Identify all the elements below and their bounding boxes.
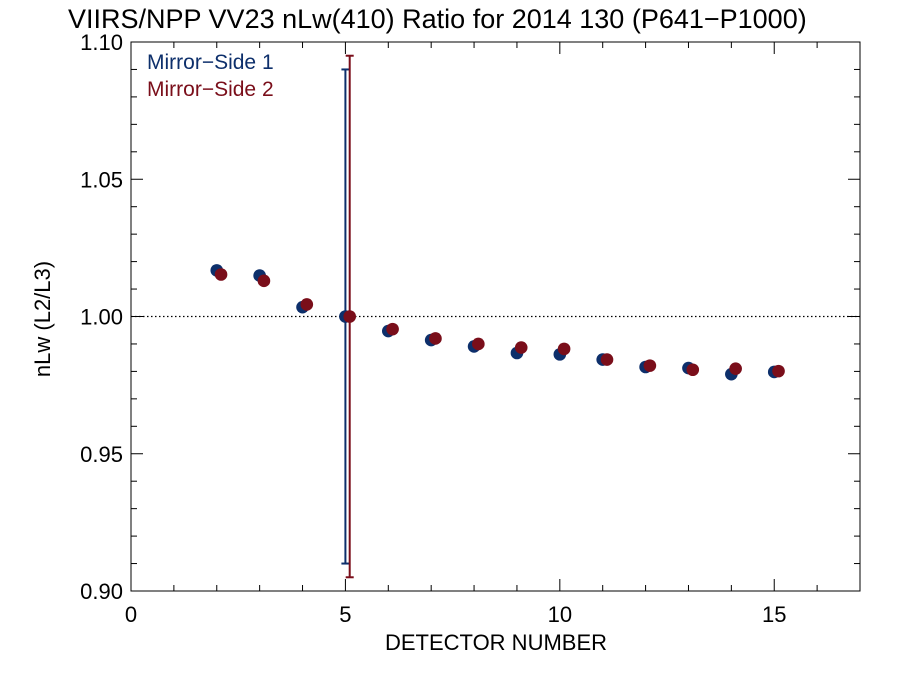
- y-tick-label: 0.95: [80, 442, 123, 467]
- data-point-series-2: [600, 353, 614, 366]
- x-tick-label: 5: [339, 602, 351, 627]
- data-point-series-2: [343, 310, 357, 323]
- data-point-series-2: [643, 359, 657, 372]
- y-tick-label: 1.05: [80, 167, 123, 192]
- data-point-series-2: [772, 364, 785, 378]
- y-tick-label: 1.10: [80, 30, 123, 55]
- plot-area: 0 5 10 15 0.90 0.95 1.00 1.05 1.10: [80, 30, 861, 627]
- x-tick-label: 10: [548, 602, 572, 627]
- y-tick-label: 0.90: [80, 579, 123, 604]
- data-point-series-2: [300, 298, 314, 311]
- legend-entry-mirror-side-1: Mirror−Side 1: [147, 51, 274, 74]
- chart-title: VIIRS/NPP VV23 nLw(410) Ratio for 2014 1…: [68, 4, 807, 34]
- data-point-series-2: [729, 362, 742, 375]
- data-point-series-2: [429, 332, 442, 345]
- data-point-series-2: [472, 337, 485, 351]
- legend-entry-mirror-side-2: Mirror−Side 2: [147, 78, 274, 101]
- x-tick-label: 15: [762, 602, 786, 627]
- data-point-series-2: [686, 363, 700, 377]
- data-point-series-2: [514, 341, 528, 354]
- y-tick-label: 1.00: [80, 305, 123, 330]
- x-axis-label: DETECTOR NUMBER: [385, 630, 607, 655]
- data-point-series-2: [386, 322, 399, 336]
- data-point-series-2: [557, 342, 571, 356]
- data-point-series-2: [257, 274, 271, 288]
- y-axis-label: nLw (L2/L3): [30, 261, 55, 377]
- x-tick-label: 0: [125, 602, 137, 627]
- data-point-series-2: [214, 268, 228, 281]
